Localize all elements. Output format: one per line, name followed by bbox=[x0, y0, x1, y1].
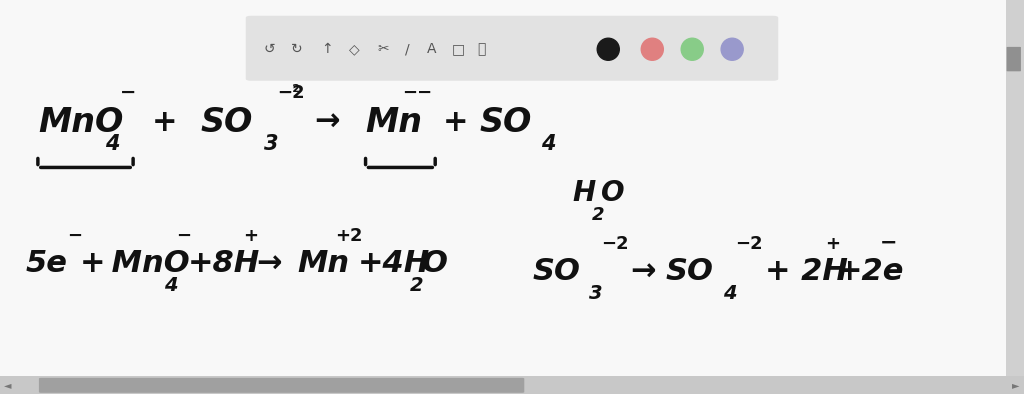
Text: 4: 4 bbox=[723, 284, 736, 303]
Text: 5e: 5e bbox=[26, 249, 68, 279]
Text: +: + bbox=[243, 227, 258, 245]
Text: SO: SO bbox=[532, 257, 581, 286]
FancyBboxPatch shape bbox=[246, 16, 778, 81]
Text: 3: 3 bbox=[589, 284, 602, 303]
Text: +2e: +2e bbox=[837, 257, 904, 286]
Text: −: − bbox=[120, 83, 136, 102]
Bar bbox=[1006, 0, 1024, 378]
Ellipse shape bbox=[641, 38, 664, 60]
Text: + MnO: + MnO bbox=[80, 249, 189, 279]
Text: SO: SO bbox=[666, 257, 714, 286]
Text: ✂: ✂ bbox=[377, 42, 389, 56]
Text: +2: +2 bbox=[335, 227, 362, 245]
Text: SO: SO bbox=[201, 106, 253, 139]
Text: MnO: MnO bbox=[38, 106, 123, 139]
Text: 4: 4 bbox=[164, 276, 177, 295]
Text: ►: ► bbox=[1012, 380, 1020, 390]
Text: ↺: ↺ bbox=[263, 42, 275, 56]
Bar bbox=[0, 376, 1024, 394]
Text: 2: 2 bbox=[592, 206, 604, 224]
Text: +8H: +8H bbox=[187, 249, 260, 279]
Text: −: − bbox=[176, 227, 191, 245]
Text: −2: −2 bbox=[735, 235, 763, 253]
Text: 2: 2 bbox=[410, 276, 423, 295]
FancyBboxPatch shape bbox=[1007, 47, 1021, 71]
Text: ↑: ↑ bbox=[321, 42, 333, 56]
Text: +: + bbox=[442, 108, 468, 137]
Text: −²: −² bbox=[278, 84, 300, 102]
Text: →: → bbox=[314, 108, 340, 137]
Text: O: O bbox=[601, 179, 625, 207]
Ellipse shape bbox=[597, 38, 620, 60]
Text: 3: 3 bbox=[264, 134, 279, 154]
Text: −−: −− bbox=[402, 84, 433, 102]
Text: ↻: ↻ bbox=[291, 42, 303, 56]
Text: +: + bbox=[152, 108, 177, 137]
Text: +4H: +4H bbox=[357, 249, 430, 279]
Text: →: → bbox=[630, 257, 655, 286]
Text: +: + bbox=[825, 235, 841, 253]
Text: −2: −2 bbox=[601, 235, 629, 253]
FancyBboxPatch shape bbox=[39, 378, 524, 393]
Text: −2: −2 bbox=[278, 84, 305, 102]
Text: Mn: Mn bbox=[366, 106, 423, 139]
Text: SO: SO bbox=[479, 106, 531, 139]
Text: −: − bbox=[68, 227, 83, 245]
Text: /: / bbox=[406, 42, 410, 56]
Text: ◇: ◇ bbox=[349, 42, 359, 56]
Ellipse shape bbox=[681, 38, 703, 60]
Text: 🖼: 🖼 bbox=[477, 42, 485, 56]
Text: O: O bbox=[422, 249, 447, 279]
Text: 4: 4 bbox=[541, 134, 555, 154]
Text: →: → bbox=[256, 249, 282, 279]
Ellipse shape bbox=[721, 38, 743, 60]
Text: ◄: ◄ bbox=[4, 380, 12, 390]
Text: H: H bbox=[572, 179, 596, 207]
Text: 4: 4 bbox=[105, 134, 120, 154]
Text: −: − bbox=[880, 232, 897, 252]
Text: Mn: Mn bbox=[297, 249, 349, 279]
Text: □: □ bbox=[453, 42, 465, 56]
Text: A: A bbox=[427, 42, 437, 56]
Text: + 2H: + 2H bbox=[765, 257, 848, 286]
